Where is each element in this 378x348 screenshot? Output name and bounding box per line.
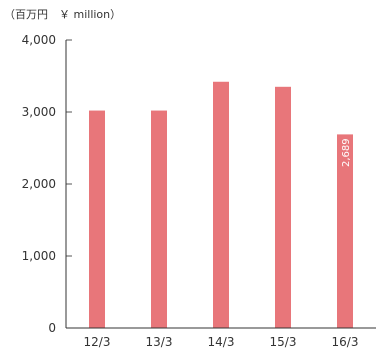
bars — [89, 81, 353, 328]
x-tick-label: 13/3 — [146, 335, 173, 348]
bar — [89, 110, 105, 328]
x-tick-label: 14/3 — [208, 335, 235, 348]
y-tick-label: 4,000 — [22, 33, 56, 47]
bar — [337, 134, 353, 328]
bar — [213, 81, 229, 328]
data-labels: 2,689 — [341, 138, 352, 167]
x-axis-ticks: 12/3 13/3 14/3 15/3 16/3 — [84, 335, 359, 348]
y-axis-ticks: 0 1,000 2,000 3,000 4,000 — [22, 33, 72, 335]
x-tick-label: 12/3 — [84, 335, 111, 348]
x-tick-label: 16/3 — [332, 335, 359, 348]
bar — [275, 86, 291, 328]
y-tick-label: 1,000 — [22, 249, 56, 263]
y-tick-label: 2,000 — [22, 177, 56, 191]
y-tick-label: 3,000 — [22, 105, 56, 119]
x-tick-label: 15/3 — [270, 335, 297, 348]
unit-label: （百万円 ￥ million） — [4, 8, 122, 21]
bar — [151, 110, 167, 328]
data-label: 2,689 — [341, 138, 352, 167]
y-tick-label: 0 — [48, 321, 56, 335]
